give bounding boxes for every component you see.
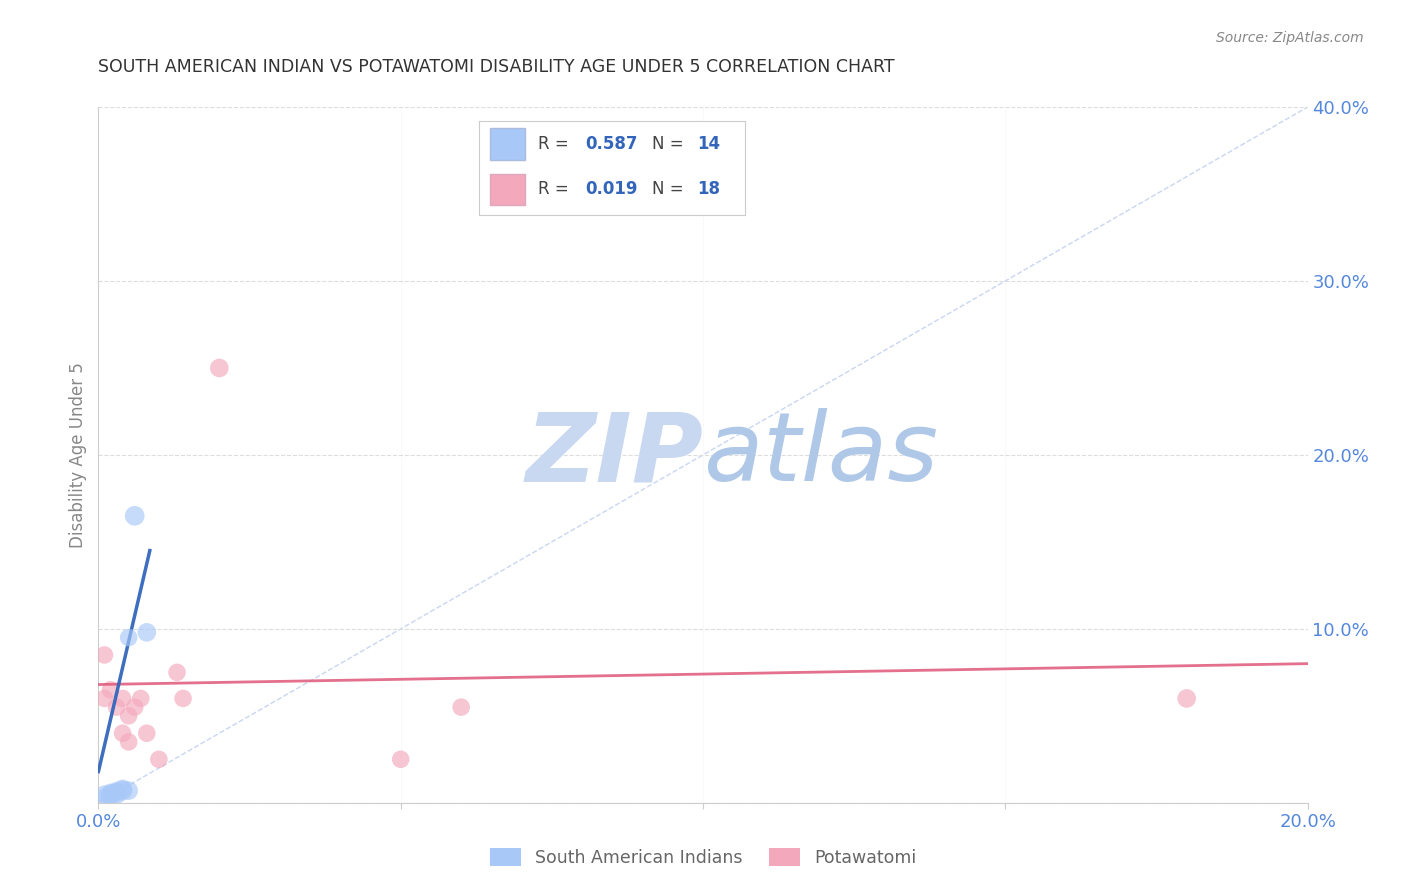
Point bbox=[93, 790, 115, 805]
Point bbox=[105, 783, 128, 797]
Point bbox=[118, 708, 141, 723]
Point bbox=[148, 752, 170, 766]
Y-axis label: Disability Age Under 5: Disability Age Under 5 bbox=[69, 362, 87, 548]
Point bbox=[1175, 691, 1198, 706]
Point bbox=[105, 785, 128, 799]
Text: Source: ZipAtlas.com: Source: ZipAtlas.com bbox=[1216, 31, 1364, 45]
Point bbox=[93, 648, 115, 662]
Point bbox=[118, 631, 141, 645]
Point bbox=[129, 691, 152, 706]
Legend: South American Indians, Potawatomi: South American Indians, Potawatomi bbox=[484, 841, 922, 874]
Text: SOUTH AMERICAN INDIAN VS POTAWATOMI DISABILITY AGE UNDER 5 CORRELATION CHART: SOUTH AMERICAN INDIAN VS POTAWATOMI DISA… bbox=[98, 58, 896, 76]
Point bbox=[93, 787, 115, 801]
Point bbox=[111, 691, 134, 706]
Text: ZIP: ZIP bbox=[524, 409, 703, 501]
Point bbox=[124, 700, 146, 714]
Point bbox=[93, 691, 115, 706]
Point bbox=[100, 789, 122, 803]
Point bbox=[124, 508, 146, 523]
Point bbox=[135, 726, 157, 740]
Point bbox=[111, 726, 134, 740]
Text: atlas: atlas bbox=[703, 409, 938, 501]
Point bbox=[172, 691, 194, 706]
Point bbox=[105, 787, 128, 801]
Point bbox=[118, 783, 141, 797]
Point bbox=[105, 700, 128, 714]
Point bbox=[118, 735, 141, 749]
Point bbox=[166, 665, 188, 680]
Point bbox=[389, 752, 412, 766]
Point bbox=[135, 625, 157, 640]
Point bbox=[100, 682, 122, 697]
Point bbox=[100, 785, 122, 799]
Point bbox=[111, 783, 134, 797]
Point bbox=[450, 700, 472, 714]
Point bbox=[111, 781, 134, 796]
Point bbox=[208, 360, 231, 375]
Point bbox=[100, 787, 122, 801]
